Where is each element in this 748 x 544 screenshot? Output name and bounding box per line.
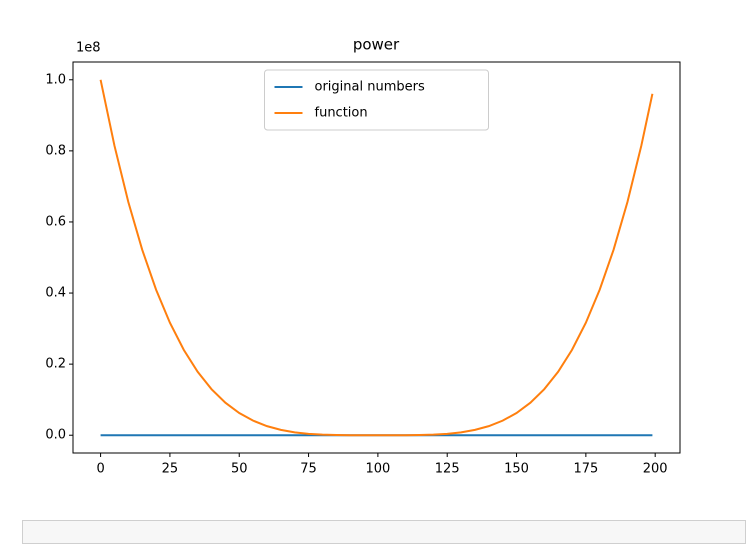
x-tick-label: 150 bbox=[504, 462, 529, 477]
legend-label: function bbox=[315, 106, 368, 121]
x-tick-label: 50 bbox=[231, 462, 248, 477]
y-tick-label: 0.4 bbox=[45, 286, 66, 301]
x-tick-label: 25 bbox=[162, 462, 179, 477]
offset-label: 1e8 bbox=[76, 41, 101, 56]
chart-title: power bbox=[353, 36, 400, 54]
x-tick-label: 100 bbox=[365, 462, 390, 477]
line-series bbox=[99, 79, 654, 437]
y-tick-label: 1.0 bbox=[45, 72, 66, 87]
legend-label: original numbers bbox=[315, 80, 425, 95]
x-tick-label: 125 bbox=[435, 462, 460, 477]
y-tick-label: 0.0 bbox=[45, 428, 66, 443]
legend-box bbox=[264, 69, 489, 131]
y-tick-label: 0.8 bbox=[45, 143, 66, 158]
plot-frame bbox=[72, 61, 681, 454]
x-tick-label: 175 bbox=[573, 462, 598, 477]
y-tick-label: 0.2 bbox=[45, 357, 66, 372]
x-tick-label: 200 bbox=[643, 462, 668, 477]
code-cell[interactable] bbox=[22, 520, 746, 544]
chart: power 1e8 0 25 50 75 100 125 150 175 200 0.0 0.2 0.… bbox=[45, 36, 681, 477]
x-tick-label: 0 bbox=[96, 462, 104, 477]
y-tick-label: 0.6 bbox=[45, 214, 66, 229]
x-tick-label: 75 bbox=[300, 462, 317, 477]
